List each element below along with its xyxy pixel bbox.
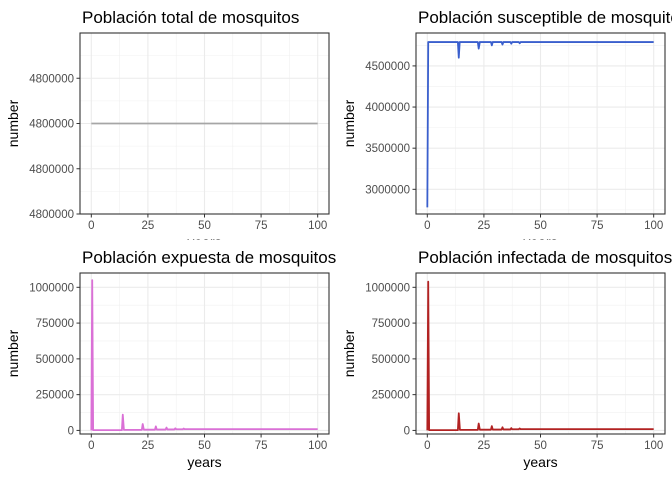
x-tick-label: 100 <box>308 220 327 232</box>
y-tick-label: 250000 <box>372 390 410 402</box>
y-tick-label: 3000000 <box>365 184 410 196</box>
x-tick-label: 75 <box>591 220 604 232</box>
y-tick-label: 750000 <box>372 318 410 330</box>
x-axis-title: years <box>523 234 557 250</box>
x-tick-label: 25 <box>478 440 491 452</box>
y-axis-title: number <box>341 329 357 377</box>
facet-panel-4: Población infectada de mosquitos 0 25 50 75 1… <box>341 248 672 470</box>
x-axis-title: years <box>187 454 221 470</box>
x-tick-label: 75 <box>255 220 268 232</box>
y-tick-label: 500000 <box>372 354 410 366</box>
series-line <box>90 279 318 432</box>
x-tick-label: 25 <box>142 220 155 232</box>
x-tick-label: 25 <box>142 440 155 452</box>
x-tick-label: 100 <box>308 440 327 452</box>
y-tick-label: 4500000 <box>365 61 410 73</box>
x-tick-label: 0 <box>424 220 430 232</box>
panel-title: Población susceptible de mosquitos <box>418 8 672 27</box>
facet-panel-1: Población total de mosquitos 0 25 50 75 100 48… <box>5 8 330 250</box>
x-tick-label: 50 <box>198 220 211 232</box>
x-tick-label: 50 <box>534 440 547 452</box>
y-axis-title: number <box>5 99 21 147</box>
y-tick-label: 250000 <box>36 390 74 402</box>
series-line <box>426 41 654 208</box>
series-line <box>426 280 654 432</box>
y-tick-label: 1000000 <box>365 282 410 294</box>
x-tick-label: 100 <box>644 220 663 232</box>
panel-title: Población total de mosquitos <box>82 8 299 27</box>
y-tick-label: 4800000 <box>29 119 74 131</box>
facet-panel-2: Población susceptible de mosquitos 0 25 50 7… <box>341 8 672 250</box>
y-axis-title: number <box>341 99 357 147</box>
y-tick-label: 4800000 <box>29 164 74 176</box>
y-tick-label: 1000000 <box>29 282 74 294</box>
y-tick-label: 4000000 <box>365 102 410 114</box>
y-tick-label: 500000 <box>36 354 74 366</box>
x-tick-label: 0 <box>88 440 94 452</box>
panel-title: Población expuesta de mosquitos <box>82 248 336 267</box>
y-tick-label: 0 <box>68 425 74 437</box>
y-axis-title: number <box>5 329 21 377</box>
y-tick-label: 4800000 <box>29 73 74 85</box>
x-tick-label: 75 <box>591 440 604 452</box>
y-tick-label: 750000 <box>36 318 74 330</box>
panel-title: Población infectada de mosquitos <box>418 248 672 267</box>
x-tick-label: 0 <box>424 440 430 452</box>
x-tick-label: 50 <box>534 220 547 232</box>
x-tick-label: 50 <box>198 440 211 452</box>
x-tick-label: 0 <box>88 220 94 232</box>
x-tick-label: 75 <box>255 440 268 452</box>
y-tick-label: 3500000 <box>365 143 410 155</box>
x-axis-title: years <box>187 234 221 250</box>
facet-panel-3: Población expuesta de mosquitos 0 25 50 75 10… <box>5 248 336 470</box>
y-tick-label: 4800000 <box>29 209 74 221</box>
x-tick-label: 100 <box>644 440 663 452</box>
x-axis-title: years <box>523 454 557 470</box>
x-tick-label: 25 <box>478 220 491 232</box>
y-tick-label: 0 <box>404 425 410 437</box>
